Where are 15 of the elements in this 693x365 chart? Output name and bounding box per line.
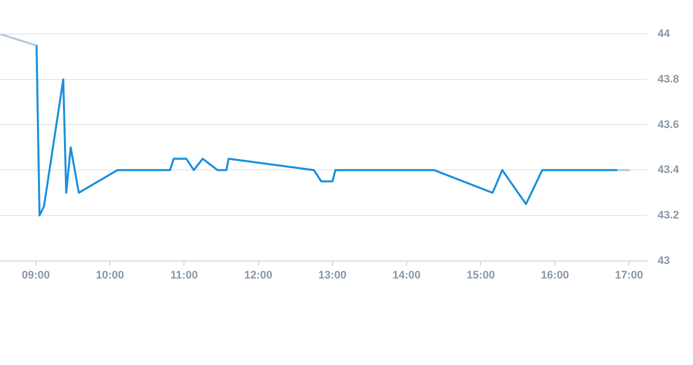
y-tick-label: 43 xyxy=(658,254,670,267)
x-tick-label: 09:00 xyxy=(22,269,50,282)
x-tick-label: 13:00 xyxy=(318,269,347,282)
y-tick-label: 44 xyxy=(658,28,671,40)
y-tick-label: 43.6 xyxy=(658,118,680,131)
y-tick-label: 43.4 xyxy=(658,164,680,176)
x-tick-label: 15:00 xyxy=(466,269,495,282)
y-tick-label: 43.8 xyxy=(658,73,680,86)
x-tick-label: 11:00 xyxy=(170,269,198,282)
x-tick-label: 16:00 xyxy=(540,269,569,282)
x-tick-label: 17:00 xyxy=(614,269,644,282)
y-tick-label: 43.2 xyxy=(658,209,680,222)
x-tick-label: 10:00 xyxy=(96,269,124,282)
x-tick-label: 12:00 xyxy=(244,269,272,282)
x-tick-label: 14:00 xyxy=(392,269,421,282)
